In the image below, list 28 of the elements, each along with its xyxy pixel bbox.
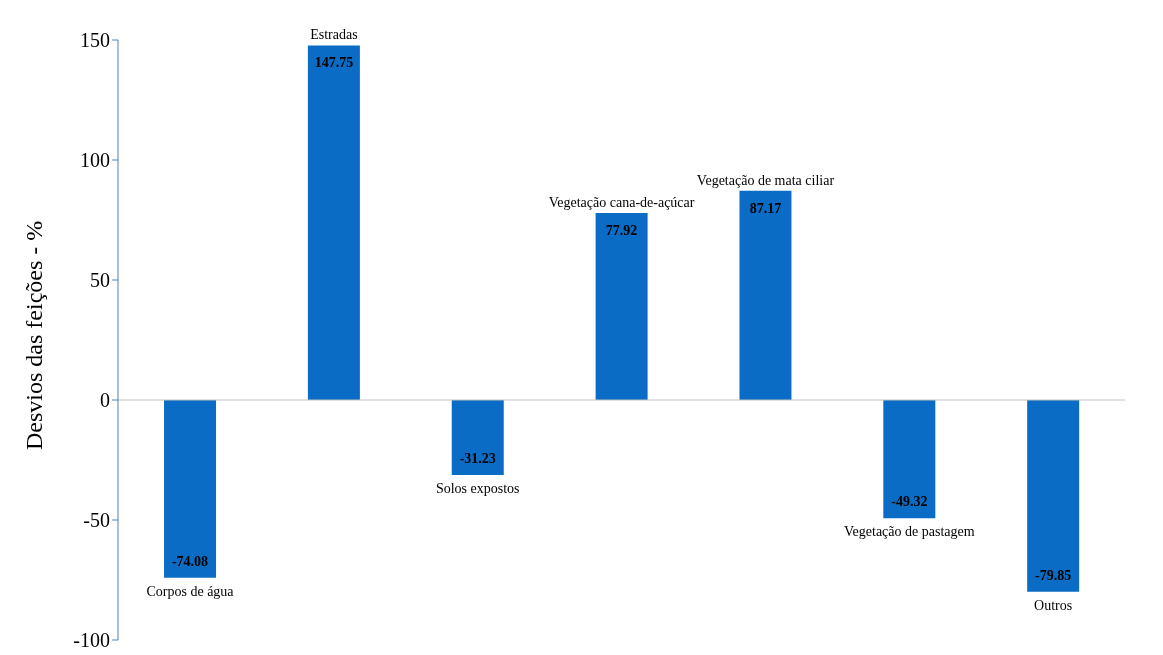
data-label: -31.23	[459, 450, 496, 466]
data-label: -49.32	[891, 494, 928, 510]
x-tick-label: Vegetação de mata ciliar	[696, 172, 835, 188]
y-tick-label: 50	[90, 269, 110, 292]
bar	[739, 190, 792, 400]
data-label: 147.75	[314, 55, 354, 71]
x-tick-label: Vegetação de pastagem	[844, 524, 975, 540]
data-label: 87.17	[749, 200, 782, 216]
bar	[883, 400, 936, 519]
bar	[451, 400, 504, 475]
y-axis-title: Desvios das feições - %	[20, 220, 47, 450]
y-tick-label: 150	[80, 29, 110, 52]
x-tick-label: Solos expostos	[435, 480, 520, 496]
y-tick-label: -50	[83, 509, 110, 532]
bar	[307, 45, 360, 400]
bar	[595, 212, 648, 400]
y-tick-label: -100	[73, 629, 110, 652]
x-tick-label: Corpos de água	[146, 583, 235, 599]
x-tick-label: Outros	[1034, 597, 1073, 613]
x-tick-label: Vegetação cana-de-açúcar	[548, 194, 695, 210]
y-tick-label: 100	[80, 149, 110, 172]
y-tick-label: 0	[100, 389, 110, 412]
data-label: -79.85	[1035, 567, 1072, 583]
data-label: 77.92	[605, 222, 638, 238]
data-label: -74.08	[171, 553, 209, 569]
bar	[1027, 400, 1080, 592]
x-tick-label: Estradas	[310, 27, 358, 43]
bar	[164, 400, 217, 578]
